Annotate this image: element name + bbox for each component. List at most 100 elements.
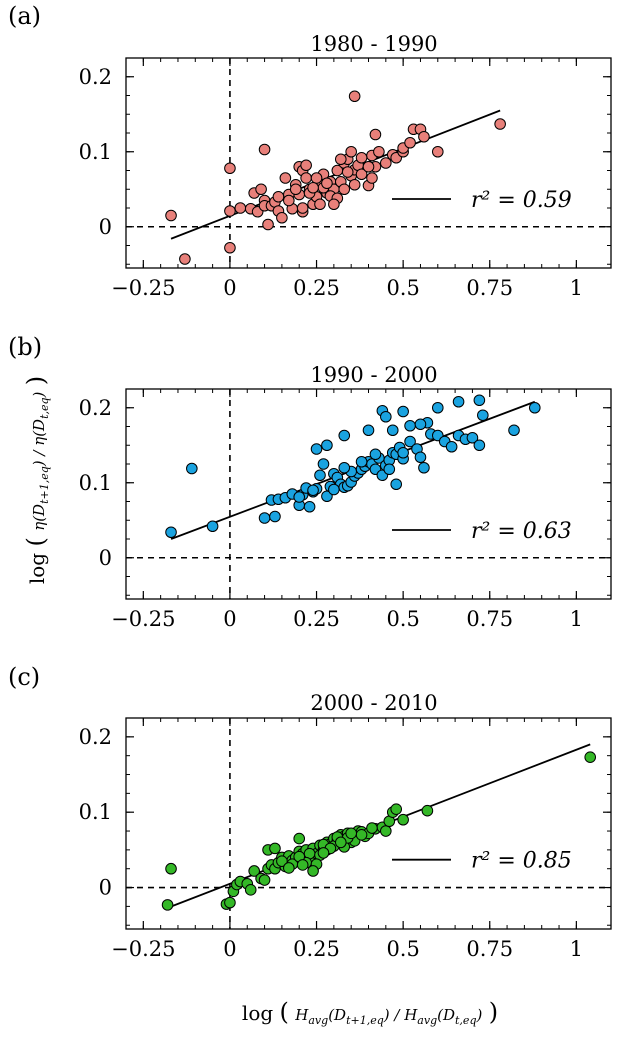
- x-tick-label-b: 0: [223, 607, 236, 631]
- data-point-b: [445, 440, 458, 453]
- panel-label-c: (c): [8, 663, 40, 691]
- x-tick-label-b: 0.5: [386, 607, 419, 631]
- data-point-b: [328, 483, 340, 496]
- plot-frame-c: [125, 717, 612, 930]
- y-tick-label-a: 0: [99, 215, 112, 239]
- data-point-b: [414, 418, 427, 431]
- data-point-a: [334, 153, 347, 166]
- y-tick-label-c: 0.2: [79, 725, 112, 749]
- data-point-b: [383, 463, 396, 476]
- data-point-b: [355, 455, 368, 468]
- data-point-a: [328, 198, 340, 211]
- y-axis-label: log ( η(Dt+1,eq) / η(Dt,eq) ): [22, 376, 51, 584]
- data-point-b: [165, 526, 177, 539]
- x-tick-label-c: 0.25: [293, 937, 340, 961]
- data-point-b: [418, 461, 430, 474]
- panel-title-b: 1990 - 2000: [310, 363, 437, 387]
- data-point-a: [321, 177, 333, 190]
- data-point-a: [366, 172, 378, 184]
- data-point-c: [165, 862, 177, 875]
- data-point-c: [380, 825, 392, 837]
- data-point-b: [258, 512, 271, 524]
- data-point-b: [390, 478, 403, 491]
- data-point-a: [369, 128, 382, 141]
- data-point-b: [473, 394, 486, 407]
- x-tick-label-b: 0.75: [466, 607, 513, 631]
- r2-label-a: r² = 0.59: [471, 188, 572, 213]
- data-point-b: [466, 431, 479, 444]
- data-point-b: [269, 510, 281, 523]
- x-tick-label-b: 1: [570, 607, 583, 631]
- y-tick-label-c: 0: [99, 876, 112, 900]
- data-point-b: [369, 448, 382, 461]
- data-point-c: [345, 827, 357, 840]
- data-point-a: [307, 181, 319, 194]
- x-tick-label-a: 0.75: [466, 276, 513, 300]
- x-tick-label-b: 0.25: [293, 607, 340, 631]
- data-point-b: [452, 395, 465, 408]
- data-point-b: [206, 520, 219, 533]
- x-tick-label-a: 0.5: [386, 276, 419, 300]
- data-point-b: [380, 410, 392, 423]
- data-point-b: [404, 419, 416, 432]
- data-point-b: [397, 405, 409, 418]
- data-point-a: [300, 159, 312, 172]
- data-point-a: [404, 136, 416, 149]
- data-point-a: [224, 162, 236, 175]
- data-point-a: [348, 90, 361, 103]
- data-point-c: [397, 813, 409, 826]
- data-point-a: [289, 183, 302, 196]
- data-point-b: [303, 500, 316, 513]
- data-point-b: [362, 424, 375, 437]
- x-tick-label-c: 1: [570, 937, 583, 961]
- y-tick-label-a: 0.1: [79, 140, 112, 164]
- data-point-b: [397, 446, 409, 459]
- data-point-a: [255, 183, 267, 196]
- data-point-b: [386, 424, 399, 437]
- data-point-c: [421, 804, 434, 817]
- data-point-a: [355, 168, 368, 181]
- plot-frame-b: [125, 388, 612, 600]
- data-point-b: [310, 443, 323, 455]
- data-point-a: [348, 178, 361, 191]
- data-point-a: [494, 118, 506, 130]
- panel-title-c: 2000 - 2010: [310, 691, 437, 715]
- data-point-c: [390, 803, 403, 815]
- x-tick-label-a: 0: [223, 276, 236, 300]
- x-tick-label-c: 0.75: [466, 937, 513, 961]
- data-point-a: [380, 157, 392, 169]
- data-point-b: [338, 429, 351, 442]
- data-point-a: [179, 253, 191, 265]
- data-point-a: [418, 130, 430, 143]
- data-point-b: [477, 409, 489, 422]
- data-point-c: [248, 865, 260, 877]
- x-tick-label-a: −0.25: [111, 276, 175, 300]
- data-point-b: [307, 484, 319, 497]
- data-point-a: [279, 172, 292, 184]
- data-point-b: [508, 424, 520, 437]
- data-point-c: [293, 832, 306, 845]
- panel-title-a: 1980 - 1990: [310, 32, 437, 56]
- plot-frame-a: [125, 57, 612, 269]
- data-point-a: [362, 160, 375, 173]
- data-point-b: [317, 458, 330, 470]
- data-point-c: [296, 859, 309, 871]
- data-point-a: [431, 145, 444, 158]
- x-tick-label-b: −0.25: [111, 607, 175, 631]
- data-point-c: [224, 896, 236, 909]
- data-point-c: [283, 862, 295, 874]
- data-point-a: [296, 202, 309, 214]
- y-tick-label-c: 0.1: [79, 800, 112, 824]
- data-point-a: [272, 190, 285, 203]
- data-point-b: [338, 461, 351, 474]
- data-point-b: [414, 451, 427, 464]
- data-point-a: [300, 172, 312, 184]
- data-point-c: [269, 842, 281, 855]
- data-point-a: [276, 211, 288, 224]
- data-point-b: [431, 401, 444, 414]
- data-point-c: [334, 836, 347, 849]
- data-point-a: [314, 198, 326, 211]
- svg-text:log ( Havg(Dt+1,eq: log ( Havg(Dt+1,eq) / Havg(Dt,eq) ): [242, 998, 498, 1027]
- data-point-a: [355, 151, 368, 164]
- x-tick-label-a: 1: [570, 276, 583, 300]
